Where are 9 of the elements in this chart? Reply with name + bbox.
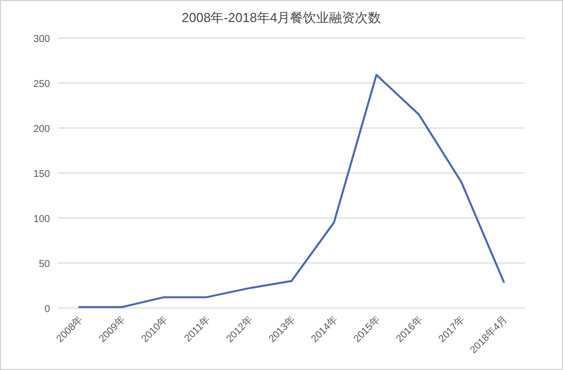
y-tick-label: 50 xyxy=(38,259,50,270)
chart-title: 2008年-2018年4月餐饮业融资次数 xyxy=(182,10,382,25)
y-tick-label: 100 xyxy=(33,214,50,225)
y-tick-label: 200 xyxy=(33,124,50,135)
y-tick-label: 300 xyxy=(33,34,50,45)
y-tick-label: 0 xyxy=(44,304,50,315)
y-tick-label: 250 xyxy=(33,79,50,90)
y-tick-label: 150 xyxy=(33,169,50,180)
line-series xyxy=(78,74,505,308)
